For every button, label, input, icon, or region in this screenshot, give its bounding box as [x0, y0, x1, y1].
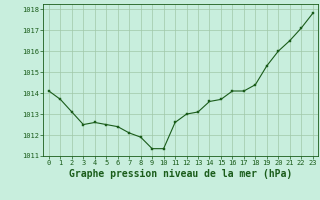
X-axis label: Graphe pression niveau de la mer (hPa): Graphe pression niveau de la mer (hPa)	[69, 169, 292, 179]
